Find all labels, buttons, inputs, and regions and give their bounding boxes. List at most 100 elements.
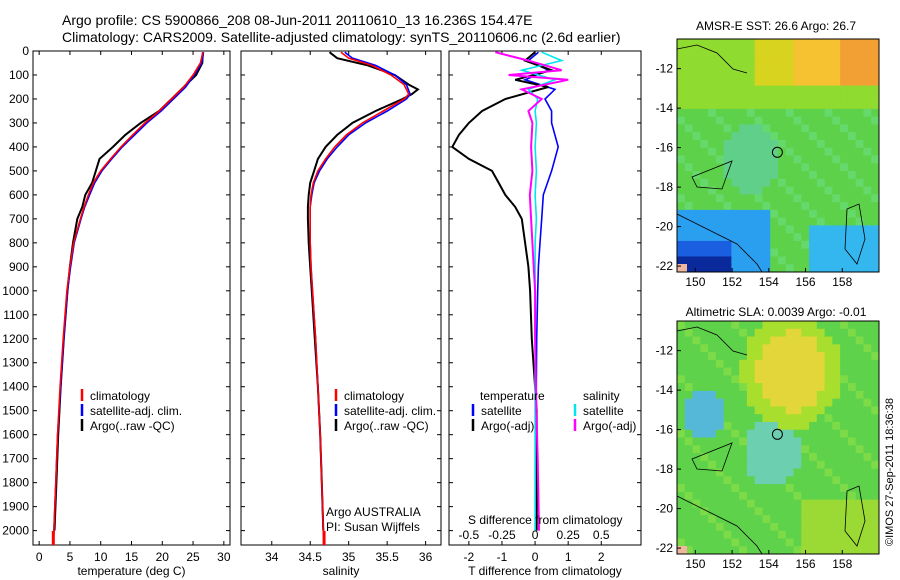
heatmap-cell [856,78,864,86]
heatmap-cell [693,484,701,492]
heatmap-cell [739,469,747,477]
heatmap-cell [871,124,879,132]
x-tick-label: 25 [186,550,200,564]
heatmap-cell [848,124,856,132]
heatmap-cell [840,445,848,453]
heatmap-cell [840,163,848,171]
heatmap-cell [809,225,817,233]
heatmap-cell [762,187,770,195]
heatmap-cell [700,492,708,500]
heatmap-cell [700,140,708,148]
heatmap-cell [693,140,701,148]
heatmap-cell [801,329,809,337]
heatmap-cell [786,47,794,55]
heatmap-cell [685,469,693,477]
heatmap-cell [724,148,732,156]
heatmap-cell [731,500,739,508]
heatmap-cell [794,352,802,360]
x-tick-label: 158 [832,557,852,571]
heatmap-cell [848,117,856,125]
heatmap-cell [832,368,840,376]
heatmap-cell [848,375,856,383]
heatmap-cell [716,101,724,109]
heatmap-cell [747,523,755,531]
heatmap-cell [685,86,693,94]
heatmap-cell [871,256,879,264]
heatmap-cell [809,531,817,539]
heatmap-cell [755,241,763,249]
heatmap-cell [786,484,794,492]
heatmap-cell [809,430,817,438]
y-tick-label: 500 [9,164,29,178]
heatmap-cell [801,538,809,546]
heatmap-cell [832,225,840,233]
heatmap-cell [863,156,871,164]
heatmap-cell [747,202,755,210]
heatmap-cell [778,179,786,187]
heatmap-cell [801,124,809,132]
heatmap-cell [770,101,778,109]
heatmap-cell [825,218,833,226]
heatmap-cell [801,241,809,249]
x-axis-label: temperature (deg C) [77,564,185,578]
heatmap-cell [778,47,786,55]
heatmap-cell [801,399,809,407]
heatmap-cell [739,62,747,70]
heatmap-cell [809,256,817,264]
x-tick-label: -1 [497,550,508,564]
heatmap-cell [871,438,879,446]
heatmap-cell [832,256,840,264]
heatmap-cell [724,538,732,546]
heatmap-cell [786,225,794,233]
heatmap-cell [856,453,864,461]
heatmap-cell [693,391,701,399]
heatmap-cell [770,109,778,117]
heatmap-cell [856,55,864,63]
heatmap-cell [809,538,817,546]
heatmap-cell [685,249,693,257]
heatmap-cell [762,148,770,156]
heatmap-cell [731,399,739,407]
heatmap-cell [863,70,871,78]
heatmap-cell [801,117,809,125]
heatmap-cell [801,523,809,531]
heatmap-cell [724,469,732,477]
heatmap-cell [840,500,848,508]
y-tick-label: -20 [656,502,674,516]
heatmap-cell [848,148,856,156]
x-tick-label: 150 [685,557,705,571]
heatmap-cell [871,476,879,484]
temperature-panel: 0100200300400500600700800900100011001200… [2,44,231,578]
heatmap-cell [700,156,708,164]
heatmap-cell [755,117,763,125]
heatmap-cell [708,124,716,132]
heatmap-cell [747,337,755,345]
figure: Argo profile: CS 5900866_208 08-Jun-2011… [0,0,900,580]
heatmap-cell [848,360,856,368]
heatmap-cell [871,62,879,70]
heatmap-cell [825,375,833,383]
heatmap-cell [677,210,685,218]
heatmap-cell [809,453,817,461]
heatmap-cell [685,344,693,352]
heatmap-cell [708,55,716,63]
heatmap-cell [739,39,747,47]
heatmap-cell [762,117,770,125]
heatmap-cell [693,507,701,515]
heatmap-cell [801,163,809,171]
heatmap-cell [801,438,809,446]
heatmap-cell [716,124,724,132]
heatmap-cell [693,515,701,523]
heatmap-cell [825,523,833,531]
heatmap-cell [825,47,833,55]
heatmap-cell [677,360,685,368]
heatmap-cell [708,546,716,554]
heatmap-cell [801,187,809,195]
heatmap-cell [786,360,794,368]
heatmap-cell [848,233,856,241]
heatmap-cell [801,476,809,484]
heatmap-cell [856,461,864,469]
heatmap-cell [693,241,701,249]
heatmap-cell [817,62,825,70]
heatmap-cell [871,70,879,78]
